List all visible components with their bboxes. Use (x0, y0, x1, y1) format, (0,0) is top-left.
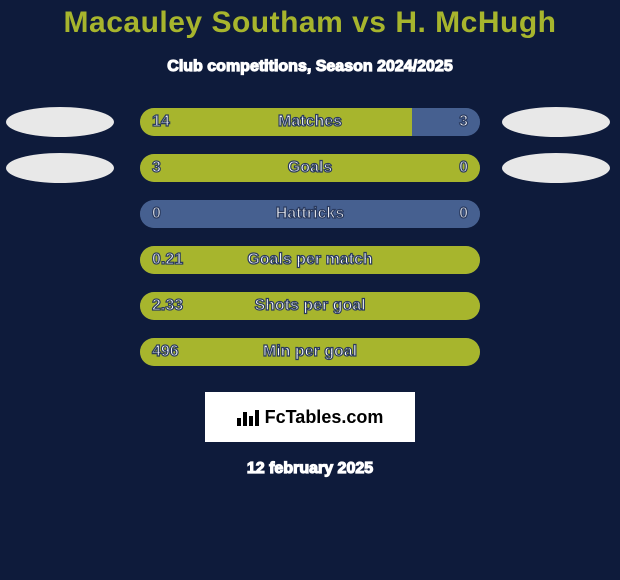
stat-label: Shots per goal (140, 292, 480, 320)
stat-row: Min per goal496 (0, 336, 620, 382)
player-right-oval (502, 107, 610, 137)
stat-label: Goals (140, 154, 480, 182)
logo-box: FcTables.com (205, 392, 415, 442)
stat-label: Matches (140, 108, 480, 136)
player-left-oval (6, 107, 114, 137)
stat-value-left: 496 (152, 338, 179, 366)
subtitle: Club competitions, Season 2024/2025 (0, 58, 620, 76)
logo-text: FcTables.com (265, 407, 384, 428)
logo-chart-icon (237, 408, 259, 426)
stat-row: Shots per goal2.33 (0, 290, 620, 336)
stat-label: Goals per match (140, 246, 480, 274)
player-right-oval (502, 153, 610, 183)
stat-value-right: 0 (459, 154, 468, 182)
stat-value-right: 0 (459, 200, 468, 228)
stat-row: Hattricks0 0 (0, 198, 620, 244)
stat-label: Hattricks (140, 200, 480, 228)
stat-value-left: 14 (152, 108, 170, 136)
date: 12 february 2025 (0, 460, 620, 478)
stat-value-left: 3 (152, 154, 161, 182)
stat-row: Goals per match0.21 (0, 244, 620, 290)
comparison-infographic: Macauley Southam vs H. McHugh Club compe… (0, 0, 620, 580)
stat-value-left: 0.21 (152, 246, 183, 274)
player-left-oval (6, 153, 114, 183)
stat-value-left: 0 (152, 200, 161, 228)
stat-value-left: 2.33 (152, 292, 183, 320)
stat-label: Min per goal (140, 338, 480, 366)
page-title: Macauley Southam vs H. McHugh (0, 6, 620, 40)
stat-value-right: 3 (459, 108, 468, 136)
stat-row: Matches14 3 (0, 106, 620, 152)
stat-row: Goals3 0 (0, 152, 620, 198)
stat-rows: Matches143Goals30Hattricks00Goals per ma… (0, 106, 620, 382)
